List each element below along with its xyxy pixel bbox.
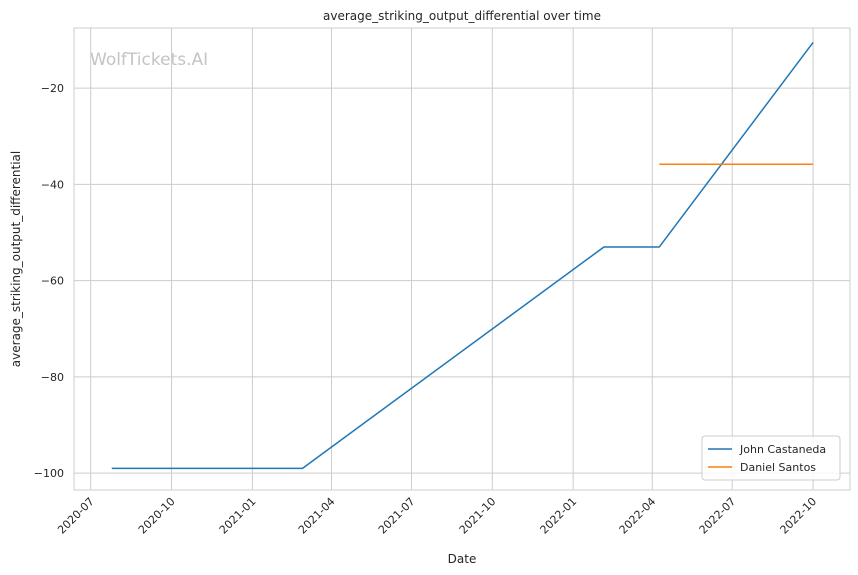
y-tick-labels: −100 −80 −60 −40 −20 <box>34 82 64 480</box>
legend: John Castaneda Daniel Santos <box>701 435 841 481</box>
y-tick-label: −20 <box>41 82 64 95</box>
y-gridlines <box>74 87 850 474</box>
y-tick-label: −80 <box>41 371 64 384</box>
x-axis-label: Date <box>448 552 477 566</box>
watermark-text: WolfTickets.AI <box>90 50 208 70</box>
chart-title: average_striking_output_differential ove… <box>323 9 601 23</box>
legend-label: John Castaneda <box>739 443 826 456</box>
x-gridlines <box>90 28 814 490</box>
y-tick-label: −60 <box>41 275 64 288</box>
legend-box <box>701 435 841 481</box>
legend-label: Daniel Santos <box>740 461 816 474</box>
series-layer <box>111 41 814 470</box>
series-line-0 <box>111 41 814 470</box>
y-tick-label: −100 <box>34 467 64 480</box>
y-tick-label: −40 <box>41 178 64 191</box>
plot-area-frame <box>73 27 851 491</box>
y-axis-label: average_striking_output_differential <box>9 151 23 367</box>
